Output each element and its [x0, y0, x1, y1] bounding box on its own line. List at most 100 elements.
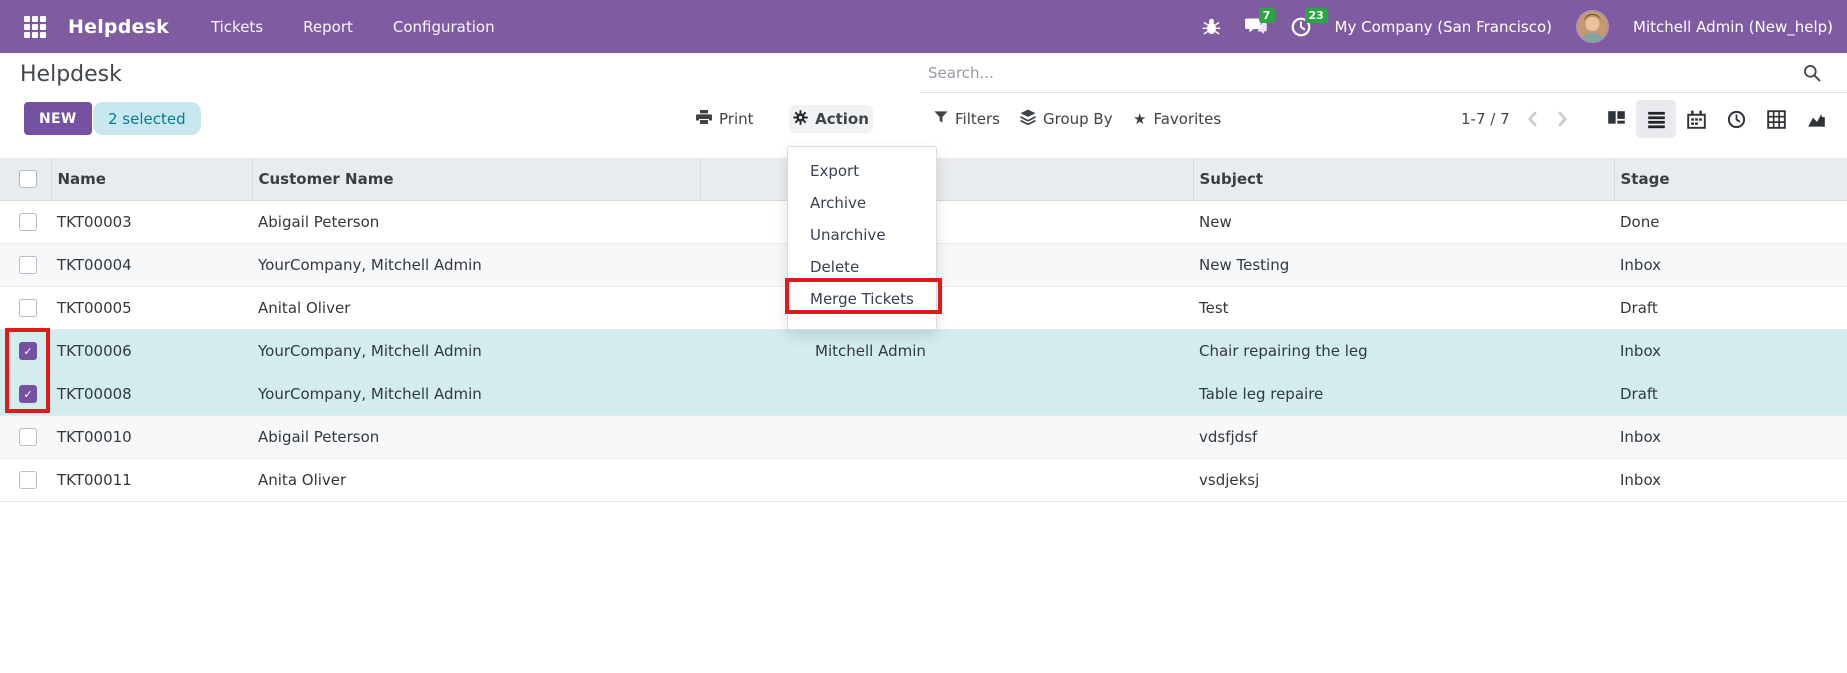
column-header-stage[interactable]: Stage — [1613, 158, 1847, 201]
column-header-subject[interactable]: Subject — [1192, 158, 1614, 201]
messages-icon[interactable]: 7 — [1244, 7, 1275, 37]
row-checkbox-cell[interactable]: ✓ — [0, 372, 51, 416]
view-list-icon[interactable] — [1636, 100, 1676, 138]
table-row[interactable]: TKT00011 Anita Oliver vsdjeksj Inbox — [0, 458, 1847, 502]
printer-icon — [696, 109, 712, 129]
row-checkbox[interactable] — [19, 471, 37, 489]
view-pivot-icon[interactable] — [1756, 100, 1796, 138]
row-checkbox-cell[interactable] — [0, 458, 51, 502]
cell-stage: Inbox — [1614, 243, 1847, 287]
cell-subject: vsdjeksj — [1193, 458, 1614, 502]
row-checkbox[interactable]: ✓ — [19, 385, 37, 403]
cell-stage: Draft — [1614, 372, 1847, 416]
cell-customer-name: Anital Oliver — [252, 286, 700, 330]
cell-subject: Test — [1193, 286, 1614, 330]
cell-customer-name: Abigail Peterson — [252, 415, 700, 459]
column-header-customer-name[interactable]: Customer Name — [251, 158, 700, 201]
view-graph-icon[interactable] — [1796, 100, 1836, 138]
group-by-label: Group By — [1043, 110, 1113, 128]
cell-subject: Table leg repaire — [1193, 372, 1614, 416]
cell-ticket-name: TKT00003 — [51, 200, 252, 244]
user-menu[interactable]: Mitchell Admin (New_help) — [1633, 17, 1833, 36]
breadcrumb-page-title: Helpdesk — [20, 62, 122, 87]
group-by-button[interactable]: Group By — [1020, 105, 1113, 133]
column-header-name[interactable]: Name — [50, 158, 252, 201]
cell-assigned-to — [700, 200, 1193, 244]
row-checkbox-cell[interactable] — [0, 286, 51, 330]
search-icon[interactable] — [1803, 64, 1821, 82]
cell-customer-name: YourCompany, Mitchell Admin — [252, 243, 700, 287]
top-navbar: Helpdesk Tickets Report Configuration 7 … — [0, 0, 1847, 53]
cell-assigned-to — [700, 458, 1193, 502]
search-placeholder: Search... — [928, 63, 994, 82]
row-checkbox[interactable] — [19, 213, 37, 231]
pager-previous-icon[interactable] — [1519, 105, 1545, 133]
layers-icon — [1020, 109, 1036, 129]
main-menu: Tickets Report Configuration — [211, 18, 495, 36]
cell-subject: New — [1193, 200, 1614, 244]
action-menu-item-export[interactable]: Export — [810, 162, 860, 180]
table-header-row: Name Customer Name Subject Stage — [0, 158, 1847, 201]
row-checkbox-cell[interactable] — [0, 415, 51, 459]
favorites-button[interactable]: ★ Favorites — [1133, 105, 1221, 133]
cell-customer-name: Abigail Peterson — [252, 200, 700, 244]
filters-label: Filters — [955, 110, 1000, 128]
search-input[interactable]: Search... — [920, 53, 1847, 93]
control-panel-buttons: NEW 2 selected Print Action Filters Grou… — [0, 92, 1847, 158]
row-checkbox-cell[interactable]: ✓ — [0, 329, 51, 373]
action-button[interactable]: Action — [789, 105, 873, 133]
action-dropdown-menu: Export Archive Unarchive Delete Merge Ticket… — [787, 146, 937, 330]
row-checkbox[interactable] — [19, 256, 37, 274]
menu-report[interactable]: Report — [303, 17, 353, 36]
activities-clock-icon[interactable]: 23 — [1291, 7, 1328, 37]
cell-assigned-to — [700, 415, 1193, 459]
action-menu-item-archive[interactable]: Archive — [810, 194, 867, 212]
table-row[interactable]: ✓ TKT00006 YourCompany, Mitchell Admin M… — [0, 329, 1847, 373]
view-kanban-icon[interactable] — [1596, 100, 1636, 138]
new-button[interactable]: NEW — [24, 102, 92, 135]
cell-subject: Chair repairing the leg — [1193, 329, 1614, 373]
selected-count-badge[interactable]: 2 selected — [93, 102, 201, 135]
company-switcher[interactable]: My Company (San Francisco) — [1334, 17, 1552, 36]
cell-ticket-name: TKT00008 — [51, 372, 252, 416]
cell-assigned-to — [700, 286, 1193, 330]
select-all-checkbox-cell[interactable] — [0, 158, 51, 201]
action-menu-item-unarchive[interactable]: Unarchive — [810, 226, 886, 244]
star-icon: ★ — [1133, 109, 1147, 128]
filters-button[interactable]: Filters — [934, 105, 1000, 133]
select-all-checkbox[interactable] — [19, 170, 37, 188]
cell-ticket-name: TKT00005 — [51, 286, 252, 330]
action-menu-item-delete[interactable]: Delete — [810, 258, 860, 276]
cell-assigned-to — [700, 372, 1193, 416]
favorites-label: Favorites — [1153, 110, 1222, 128]
apps-grid-icon[interactable] — [24, 15, 46, 38]
cell-ticket-name: TKT00006 — [51, 329, 252, 373]
cell-ticket-name: TKT00010 — [51, 415, 252, 459]
table-row[interactable]: TKT00010 Abigail Peterson vdsfjdsf Inbox — [0, 415, 1847, 459]
cell-customer-name: Anita Oliver — [252, 458, 700, 502]
cell-stage: Draft — [1614, 286, 1847, 330]
cell-customer-name: YourCompany, Mitchell Admin — [252, 329, 700, 373]
menu-tickets[interactable]: Tickets — [210, 17, 264, 36]
menu-configuration[interactable]: Configuration — [392, 17, 495, 36]
pager-range: 1-7 / 7 — [1461, 110, 1510, 128]
table-row[interactable]: ✓ TKT00008 YourCompany, Mitchell Admin T… — [0, 372, 1847, 416]
view-activity-icon[interactable] — [1716, 100, 1756, 138]
user-avatar[interactable] — [1576, 10, 1609, 43]
print-button[interactable]: Print — [696, 105, 754, 133]
debug-bug-icon[interactable] — [1202, 17, 1221, 36]
cell-subject: New Testing — [1193, 243, 1614, 287]
row-checkbox-cell[interactable] — [0, 243, 51, 287]
action-menu-item-merge-tickets[interactable]: Merge Tickets — [810, 290, 914, 308]
row-checkbox[interactable]: ✓ — [19, 342, 37, 360]
pager-next-icon[interactable] — [1549, 105, 1575, 133]
view-calendar-icon[interactable] — [1676, 100, 1716, 138]
cell-ticket-name: TKT00011 — [51, 458, 252, 502]
gear-icon — [793, 109, 808, 129]
column-header-assigned[interactable] — [699, 158, 1193, 201]
row-checkbox[interactable] — [19, 428, 37, 446]
app-name[interactable]: Helpdesk — [68, 15, 169, 38]
row-checkbox-cell[interactable] — [0, 200, 51, 244]
row-checkbox[interactable] — [19, 299, 37, 317]
